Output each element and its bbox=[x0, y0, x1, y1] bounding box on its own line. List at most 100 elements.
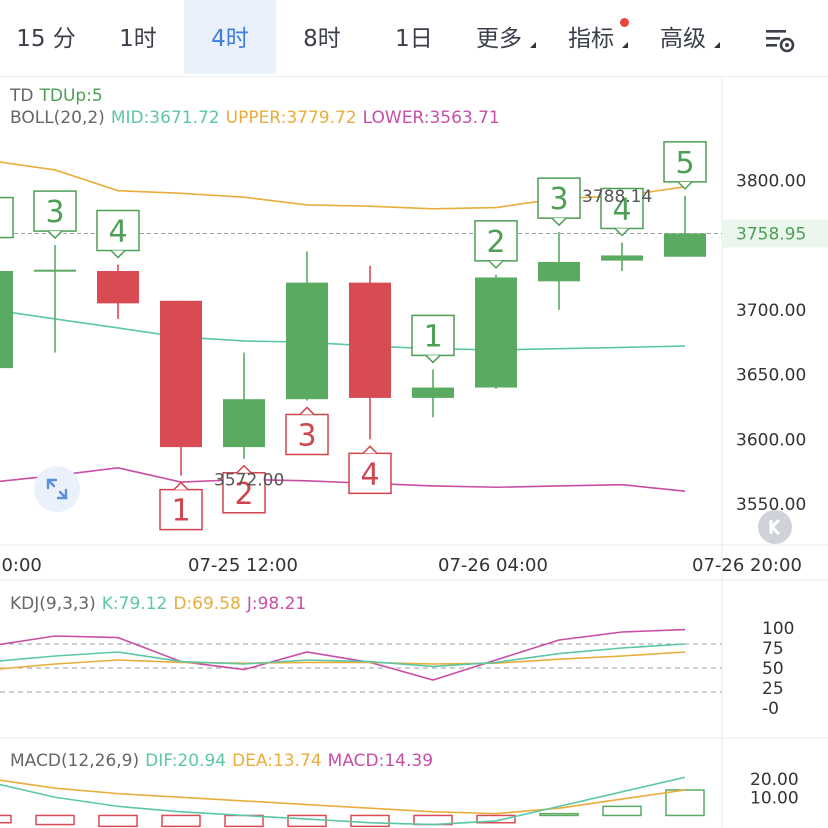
high-price-annotation: 3788.14 bbox=[582, 187, 652, 207]
macd-tick-label: 10.00 bbox=[750, 788, 799, 808]
current-price-label: 3758.95 bbox=[736, 224, 806, 244]
candle-body bbox=[97, 270, 139, 304]
price-tick-label: 3600.00 bbox=[736, 430, 806, 450]
td-label-number: 1 bbox=[171, 494, 190, 529]
td-label-pointer bbox=[362, 445, 378, 454]
candle-body bbox=[412, 387, 454, 398]
boll-lower-value: LOWER:3563.71 bbox=[362, 108, 500, 128]
kdj-tick-label: -0 bbox=[762, 699, 779, 719]
macd-histogram-bar bbox=[98, 814, 138, 828]
boll-upper-value: UPPER:3779.72 bbox=[225, 108, 357, 128]
td-label-pointer bbox=[110, 249, 126, 259]
td-label-pointer bbox=[488, 260, 504, 269]
td-label-pointer bbox=[677, 181, 693, 190]
current-price-tag bbox=[722, 219, 828, 248]
macd-histogram-bar bbox=[35, 814, 75, 826]
macd-histogram-bar bbox=[665, 789, 705, 817]
caret-icon bbox=[616, 42, 628, 48]
tab-15m[interactable]: 15 分 bbox=[16, 26, 76, 52]
boll-mid-value: MID:3671.72 bbox=[110, 108, 220, 128]
td-value: TDUp:5 bbox=[39, 86, 103, 106]
kdj-tick-label: 75 bbox=[762, 639, 784, 659]
macd-tick-label: 20.00 bbox=[750, 770, 799, 790]
macd-histogram-bar bbox=[0, 814, 12, 824]
td-label-box bbox=[537, 177, 581, 219]
td-label-pointer bbox=[299, 406, 315, 416]
settings-sliders-icon[interactable] bbox=[760, 20, 800, 60]
td-label-number: 4 bbox=[612, 192, 631, 227]
macd-histogram-bar bbox=[161, 814, 201, 828]
macd-panel bbox=[0, 776, 705, 828]
kdj-j-value: J:98.21 bbox=[246, 594, 307, 614]
kdj-j-line bbox=[0, 628, 686, 681]
kdj-tick-label: 25 bbox=[762, 679, 784, 699]
macd-value: MACD:14.39 bbox=[327, 751, 434, 771]
price-tick-label: 3800.00 bbox=[736, 171, 806, 191]
td-label-number: 3 bbox=[297, 418, 316, 453]
kdj-k-line bbox=[0, 643, 686, 668]
chart-axes: 3800.00 3700.00 3650.00 3600.00 3550.00 3758.… bbox=[0, 171, 828, 808]
tab-more[interactable]: 更多 bbox=[460, 0, 552, 74]
price-tick-label: 3700.00 bbox=[736, 301, 806, 321]
boll-name: BOLL(20,2) bbox=[10, 108, 105, 128]
td-label-number: 2 bbox=[486, 225, 505, 260]
time-tick-label: 07-25 12:00 bbox=[188, 555, 298, 576]
tab-8h[interactable]: 8时 bbox=[303, 26, 341, 52]
tab-1h[interactable]: 1时 bbox=[119, 26, 157, 52]
td-label-pointer bbox=[236, 464, 252, 474]
td-label-box bbox=[33, 190, 77, 232]
tab-4h[interactable]: 4时 bbox=[184, 0, 276, 74]
td-label-box bbox=[474, 220, 518, 262]
td-label-number: 4 bbox=[108, 215, 127, 250]
collapse-k-icon[interactable] bbox=[758, 510, 792, 544]
main-price-panel: 3 4 1 2 3 4 1 2 3 4 5 3572.00 3788.14 bbox=[0, 141, 722, 531]
caret-icon bbox=[524, 42, 536, 48]
kdj-legend: KDJ(9,3,3) K:79.12 D:69.58 J:98.21 bbox=[10, 594, 312, 614]
candle-body bbox=[34, 269, 76, 272]
macd-histogram-bar bbox=[287, 814, 327, 828]
macd-dea-value: DEA:13.74 bbox=[232, 751, 322, 771]
td-label-pointer bbox=[614, 227, 630, 237]
caret-icon bbox=[708, 42, 720, 48]
candle-body bbox=[0, 270, 13, 369]
tab-more-label: 更多 bbox=[476, 26, 522, 52]
boll-legend: BOLL(20,2) MID:3671.72 UPPER:3779.72 LOWER:… bbox=[10, 108, 506, 128]
macd-histogram-bar bbox=[350, 814, 390, 828]
candle-body bbox=[601, 255, 643, 261]
macd-name: MACD(12,26,9) bbox=[10, 751, 140, 771]
tab-indicators-label: 指标 bbox=[568, 26, 614, 52]
td-label-box bbox=[348, 452, 392, 495]
tab-indicators[interactable]: 指标 bbox=[552, 0, 644, 74]
candle-body bbox=[286, 282, 328, 400]
candle-body bbox=[349, 282, 391, 398]
time-tick-label: 20:00 bbox=[0, 555, 42, 576]
td-legend: TD TDUp:5 bbox=[10, 86, 109, 106]
kdj-panel bbox=[0, 628, 722, 693]
tab-advanced[interactable]: 高级 bbox=[644, 0, 736, 74]
candle-body bbox=[664, 233, 706, 257]
td-label-pointer bbox=[551, 217, 567, 227]
tab-1d[interactable]: 1日 bbox=[395, 26, 433, 52]
td-name: TD bbox=[10, 86, 34, 106]
macd-histogram-bar bbox=[476, 814, 516, 824]
chart-grid bbox=[0, 76, 828, 828]
td-label-pointer bbox=[425, 354, 441, 364]
td-label-pointer bbox=[47, 230, 63, 240]
time-tick-label: 07-26 04:00 bbox=[438, 555, 548, 576]
macd-legend: MACD(12,26,9) DIF:20.94 DEA:13.74 MACD:14.3… bbox=[10, 751, 439, 771]
macd-histogram-bar bbox=[224, 814, 264, 828]
td-label-box bbox=[222, 472, 266, 514]
price-tick-label: 3650.00 bbox=[736, 366, 806, 386]
td-label-number: 5 bbox=[675, 146, 694, 181]
kdj-k-value: K:79.12 bbox=[101, 594, 168, 614]
candle-body bbox=[160, 300, 202, 448]
macd-dif-line bbox=[0, 776, 686, 826]
time-tick-label: 07-26 20:00 bbox=[692, 555, 802, 576]
notification-dot bbox=[620, 18, 629, 27]
td-label-number: 2 bbox=[234, 477, 253, 512]
expand-arrows-icon[interactable] bbox=[34, 466, 80, 512]
td-label-number: 1 bbox=[423, 319, 442, 354]
kdj-tick-label: 50 bbox=[762, 659, 784, 679]
candle-body bbox=[538, 261, 580, 282]
